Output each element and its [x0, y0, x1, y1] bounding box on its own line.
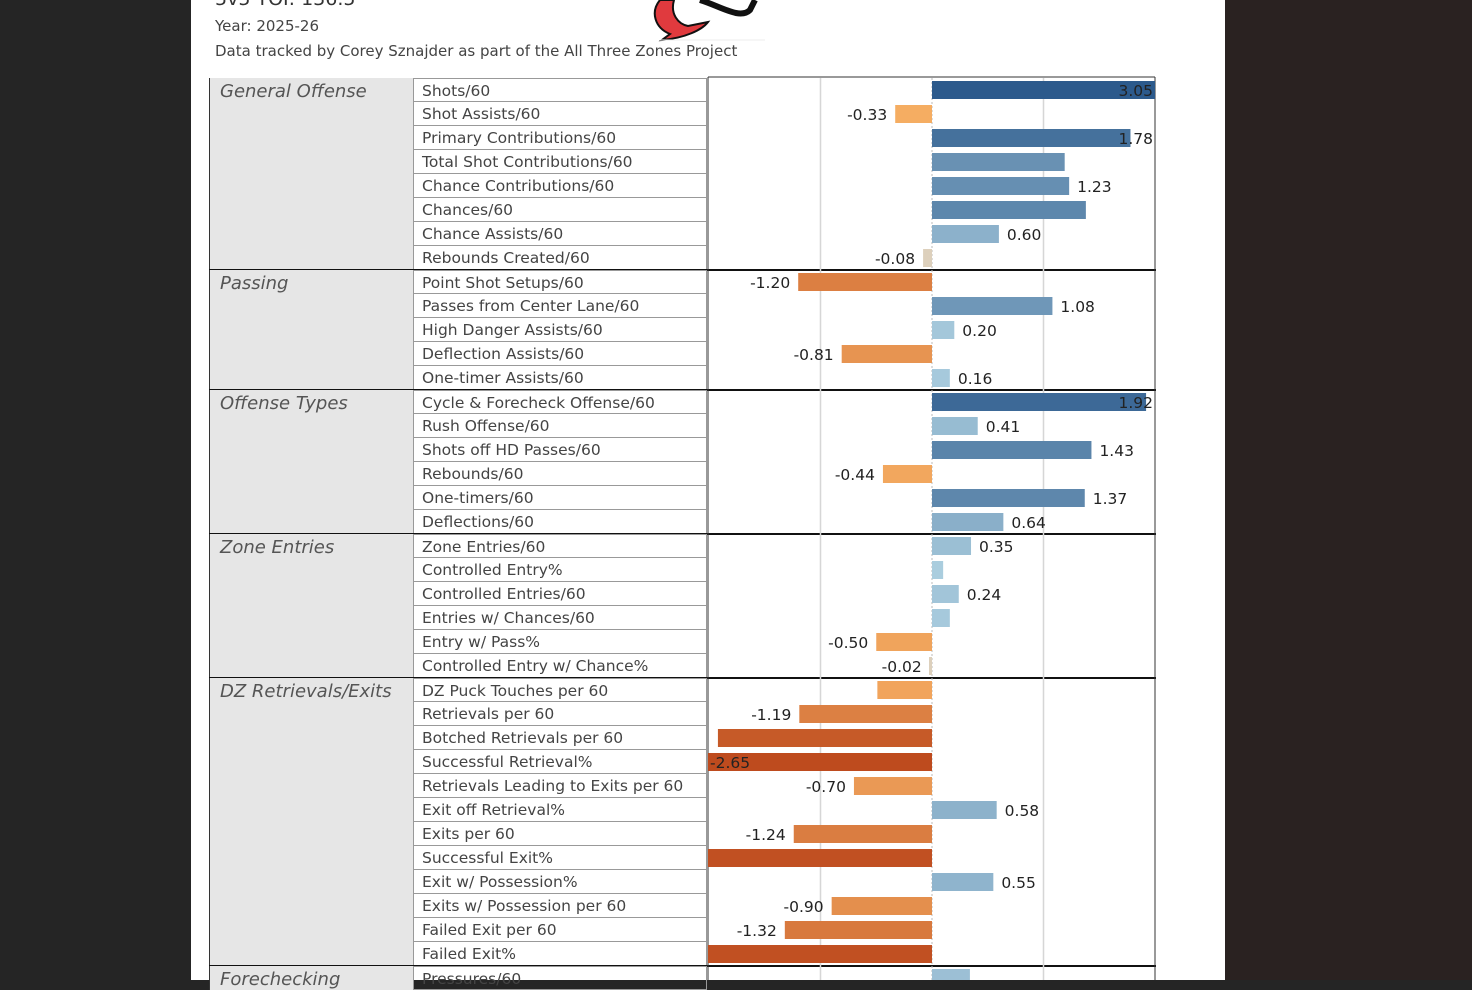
metric-label: Shots off HD Passes/60: [413, 438, 707, 462]
metric-label: Rebounds Created/60: [413, 246, 707, 270]
metric-label: Exit w/ Possession%: [413, 870, 707, 894]
metric-label: One-timers/60: [413, 486, 707, 510]
team-logo: [653, 0, 765, 42]
metric-label: Shot Assists/60: [413, 102, 707, 126]
metric-label: Shots/60: [413, 78, 707, 102]
metric-label: Botched Retrievals per 60: [413, 726, 707, 750]
metric-label: Entry w/ Pass%: [413, 630, 707, 654]
metric-label: Successful Exit%: [413, 846, 707, 870]
metric-label: Deflection Assists/60: [413, 342, 707, 366]
metric-label: Point Shot Setups/60: [413, 270, 707, 294]
metric-label: One-timer Assists/60: [413, 366, 707, 390]
section-label: Offense Types: [209, 390, 413, 534]
metric-label: Controlled Entries/60: [413, 582, 707, 606]
metric-label: Chance Assists/60: [413, 222, 707, 246]
background: [1225, 0, 1472, 980]
metric-label: Chances/60: [413, 198, 707, 222]
metric-label: Chance Contributions/60: [413, 174, 707, 198]
section-label: Forechecking: [209, 966, 413, 990]
metric-label: Controlled Entry%: [413, 558, 707, 582]
metric-label: Failed Exit per 60: [413, 918, 707, 942]
metric-label: Exits w/ Possession per 60: [413, 894, 707, 918]
year-label: Year: 2025-26: [215, 17, 319, 35]
metric-label: Rebounds/60: [413, 462, 707, 486]
metric-label: Entries w/ Chances/60: [413, 606, 707, 630]
metric-label: Total Shot Contributions/60: [413, 150, 707, 174]
metric-label: Exit off Retrieval%: [413, 798, 707, 822]
metric-label: Retrievals per 60: [413, 702, 707, 726]
toi-title: 5v5 TOI: 136.5: [215, 0, 355, 10]
metric-label: Pressures/60: [413, 966, 707, 990]
metric-label: Successful Retrieval%: [413, 750, 707, 774]
metric-label: Failed Exit%: [413, 942, 707, 966]
metric-label: DZ Puck Touches per 60: [413, 678, 707, 702]
section-label: Zone Entries: [209, 534, 413, 678]
section-label: General Offense: [209, 78, 413, 270]
metric-label: Exits per 60: [413, 822, 707, 846]
credit-label: Data tracked by Corey Sznajder as part o…: [215, 42, 738, 60]
metric-label: Passes from Center Lane/60: [413, 294, 707, 318]
metric-label: Primary Contributions/60: [413, 126, 707, 150]
metric-label: Zone Entries/60: [413, 534, 707, 558]
metric-label: High Danger Assists/60: [413, 318, 707, 342]
section-label: Passing: [209, 270, 413, 390]
metric-label: Deflections/60: [413, 510, 707, 534]
metric-label: Cycle & Forecheck Offense/60: [413, 390, 707, 414]
metric-label: Rush Offense/60: [413, 414, 707, 438]
section-label: DZ Retrievals/Exits: [209, 678, 413, 966]
metric-label: Retrievals Leading to Exits per 60: [413, 774, 707, 798]
metric-label: Controlled Entry w/ Chance%: [413, 654, 707, 678]
